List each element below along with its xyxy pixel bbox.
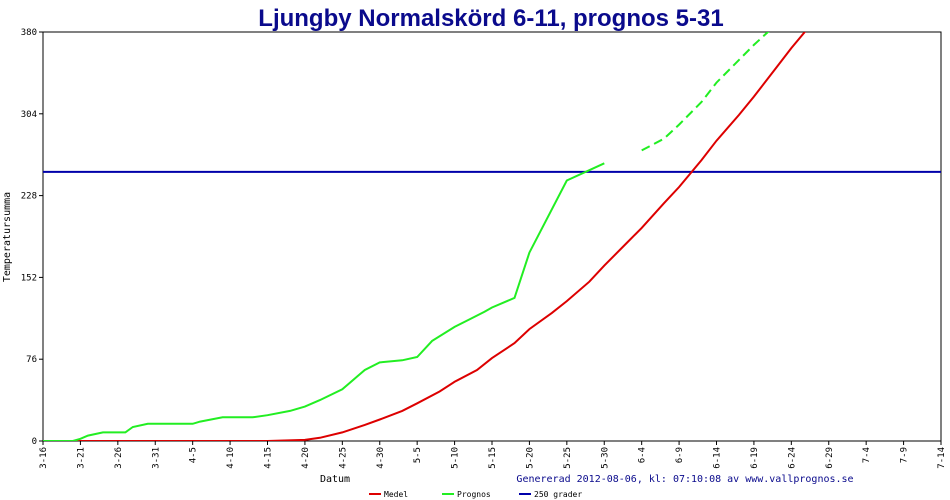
x-tick-label: 5-30	[600, 447, 610, 469]
y-tick-label: 380	[21, 28, 37, 38]
y-tick-label: 304	[21, 110, 37, 120]
legend-label-250-grader: 250 grader	[534, 490, 582, 499]
x-tick-label: 3-16	[39, 447, 49, 469]
x-tick-label: 3-31	[151, 447, 161, 469]
y-tick-label: 152	[21, 273, 37, 283]
x-tick-label: 7-4	[862, 447, 872, 463]
x-axis-label: Datum	[320, 474, 350, 485]
credit-text: Genererad 2012-08-06, kl: 07:10:08 av ww…	[516, 474, 853, 485]
x-tick-label: 4-30	[376, 447, 386, 469]
x-tick-label: 5-25	[563, 447, 573, 469]
series-line-medel	[43, 32, 807, 441]
series-line-prognos-forecast	[641, 32, 770, 152]
x-tick-label: 4-15	[264, 447, 274, 469]
series-line-prognos	[43, 162, 605, 441]
x-tick-label: 4-10	[226, 447, 236, 469]
chart-title: Ljungby Normalskörd 6-11, prognos 5-31	[258, 5, 723, 32]
x-tick-label: 7-14	[937, 447, 947, 469]
y-tick-label: 228	[21, 192, 37, 202]
x-tick-label: 6-14	[713, 447, 723, 469]
x-tick-label: 4-20	[301, 447, 311, 469]
x-tick-label: 3-26	[114, 447, 124, 469]
legend: Medel Prognos 250 grader	[369, 490, 582, 499]
y-tick-label: 76	[26, 355, 37, 365]
legend-label-prognos: Prognos	[457, 490, 491, 499]
x-tick-label: 6-4	[638, 447, 648, 463]
x-tick-label: 6-19	[750, 447, 760, 469]
x-tick-label: 5-15	[488, 447, 498, 469]
x-tick-label: 5-5	[413, 447, 423, 463]
x-tick-label: 5-20	[525, 447, 535, 469]
x-tick-label: 6-9	[675, 447, 685, 463]
plot-area	[42, 31, 942, 442]
y-axis-label: Temperatursumma	[2, 192, 13, 282]
x-tick-label: 3-21	[76, 447, 86, 469]
x-tick-label: 5-10	[451, 447, 461, 469]
y-tick-label: 0	[32, 437, 37, 447]
x-tick-label: 4-25	[338, 447, 348, 469]
x-tick-label: 7-9	[900, 447, 910, 463]
x-tick-label: 4-5	[189, 447, 199, 463]
x-tick-label: 6-24	[787, 447, 797, 469]
x-tick-label: 6-29	[825, 447, 835, 469]
legend-label-medel: Medel	[384, 490, 408, 499]
